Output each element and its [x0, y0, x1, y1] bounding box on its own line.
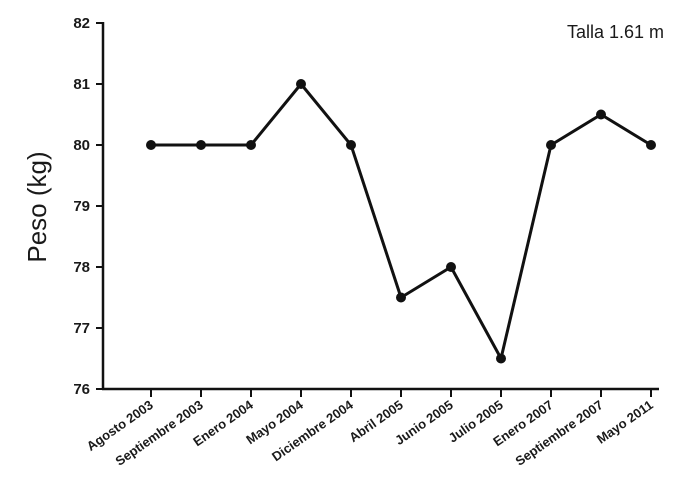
- x-tick-label: Septiembre 2003: [112, 397, 205, 469]
- data-point: [196, 140, 206, 150]
- data-point: [446, 262, 456, 272]
- data-point: [546, 140, 556, 150]
- series-line: [151, 84, 651, 359]
- y-tick-label: 81: [73, 76, 90, 93]
- data-point: [496, 354, 506, 364]
- y-tick-label: 79: [73, 198, 90, 215]
- y-tick-label: 77: [73, 320, 90, 337]
- data-point: [646, 140, 656, 150]
- data-point: [296, 79, 306, 89]
- data-point: [596, 110, 606, 120]
- data-point: [346, 140, 356, 150]
- y-axis-ticks: 76 77 78 79 80 81 82: [73, 15, 103, 398]
- y-tick-label: 80: [73, 137, 90, 154]
- data-point: [146, 140, 156, 150]
- series: [146, 79, 656, 364]
- y-tick-label: 76: [73, 381, 90, 398]
- data-point: [246, 140, 256, 150]
- chart-annotation: Talla 1.61 m: [567, 22, 664, 42]
- x-tick-label: Septiembre 2007: [512, 397, 605, 469]
- y-axis-label: Peso (kg): [22, 151, 52, 262]
- x-tick-label: Mayo 2011: [594, 397, 656, 447]
- y-tick-label: 78: [73, 259, 90, 276]
- axes: [102, 22, 659, 389]
- y-tick-label: 82: [73, 15, 90, 32]
- data-point: [396, 293, 406, 303]
